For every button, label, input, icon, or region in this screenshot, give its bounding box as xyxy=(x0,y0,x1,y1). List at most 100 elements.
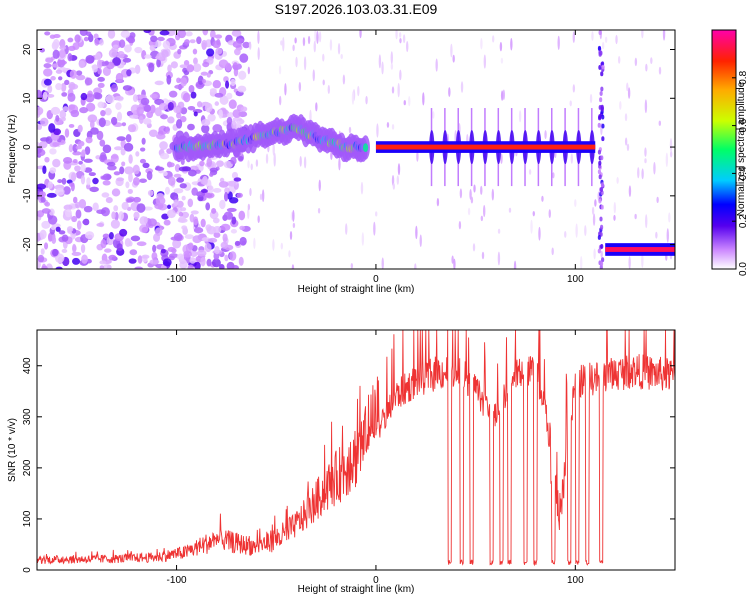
spectral-noise-blob xyxy=(39,229,47,240)
spectral-noise-blob xyxy=(214,246,220,255)
spectral-noise-blob xyxy=(140,97,150,106)
spectral-noise-blob xyxy=(193,216,199,226)
spectral-noise-blob xyxy=(45,57,54,63)
spectral-noise-blob xyxy=(238,256,244,266)
spectral-streak xyxy=(591,31,594,41)
spectral-noise-blob xyxy=(200,188,208,193)
spectral-noise-blob xyxy=(41,208,51,214)
spectral-streak xyxy=(397,82,400,98)
spectral-streak xyxy=(272,239,275,251)
spectral-noise-blob xyxy=(63,204,73,211)
spectral-noise-blob xyxy=(80,92,88,101)
spectral-noise-blob xyxy=(141,137,146,145)
spectral-noise-blob xyxy=(96,130,104,141)
spectral-noise-blob xyxy=(116,243,123,252)
spectral-streak xyxy=(373,221,376,236)
spectral-noise-blob xyxy=(180,77,188,87)
spectral-noise-blob xyxy=(167,176,176,186)
spectral-noise-blob xyxy=(59,110,67,119)
spectral-streak xyxy=(619,100,622,110)
spectral-noise-blob xyxy=(82,219,90,225)
spectral-noise-blob xyxy=(88,33,94,43)
spectral-noise-blob xyxy=(50,106,61,115)
spectral-streak xyxy=(342,74,346,85)
transition-streak xyxy=(599,97,603,103)
spectral-noise-blob xyxy=(125,181,130,189)
spectral-streak xyxy=(628,256,631,269)
spectral-noise-blob xyxy=(155,196,166,206)
spectral-streak xyxy=(315,102,318,112)
spectral-streak xyxy=(381,257,384,269)
spectral-noise-blob xyxy=(102,144,112,154)
colorbar: 0.0 0.2 0.4 0.6 0.8 Normalized spectral ampl… xyxy=(711,29,749,276)
spectral-streak xyxy=(627,87,631,99)
spectral-noise-blob xyxy=(136,241,147,247)
spectral-noise-blob xyxy=(120,148,126,156)
spectral-noise-blob xyxy=(192,48,198,55)
spectral-noise-blob xyxy=(166,148,173,154)
spectral-noise-blob xyxy=(211,208,217,214)
spectral-streak xyxy=(645,214,648,229)
spectral-noise-blob xyxy=(102,180,111,186)
spectral-streak xyxy=(551,247,554,256)
spectral-noise-blob xyxy=(226,92,233,100)
spectral-noise-blob xyxy=(46,93,55,98)
spectral-noise-blob xyxy=(139,147,146,152)
spectral-noise-blob xyxy=(83,167,93,173)
spectral-noise-blob xyxy=(52,142,60,147)
spectral-noise-blob xyxy=(205,202,211,211)
spectrogram-y-tick-label: 10 xyxy=(22,92,33,104)
spectral-noise-blob xyxy=(70,172,77,182)
spectral-noise-blob xyxy=(239,53,249,63)
spectral-noise-blob xyxy=(179,183,187,189)
spectral-noise-blob xyxy=(68,81,76,91)
spectral-noise-blob xyxy=(237,85,247,93)
spectral-streak xyxy=(600,250,603,258)
spectral-noise-blob xyxy=(108,49,118,58)
spectral-noise-blob xyxy=(75,201,81,209)
spectral-noise-blob xyxy=(193,227,204,234)
spectral-noise-blob xyxy=(183,59,190,66)
spectral-streak xyxy=(414,263,417,269)
spectral-streak xyxy=(483,54,487,69)
spectral-noise-blob xyxy=(83,158,93,163)
spectral-streak xyxy=(655,231,658,239)
spectral-noise-blob xyxy=(187,264,194,269)
spectral-noise-blob xyxy=(201,119,211,127)
spectral-noise-blob xyxy=(173,188,184,194)
spectral-noise-blob xyxy=(190,91,197,99)
spectral-streak xyxy=(626,143,630,152)
spectral-streak xyxy=(644,99,648,114)
spectral-noise-blob xyxy=(219,199,226,210)
spectral-noise-blob xyxy=(47,84,53,94)
spectral-streak xyxy=(392,183,396,190)
spectral-noise-blob xyxy=(149,93,158,99)
spectral-streak xyxy=(575,223,578,238)
spectral-noise-blob xyxy=(52,49,60,59)
spectral-streak xyxy=(669,138,673,153)
spectral-noise-blob xyxy=(180,107,188,115)
spectral-noise-blob xyxy=(71,215,78,223)
spectral-noise-blob xyxy=(119,228,128,237)
spectral-noise-blob xyxy=(175,119,183,129)
spectral-noise-blob xyxy=(134,46,143,54)
spectral-noise-blob xyxy=(94,38,100,46)
spectral-noise-blob xyxy=(54,253,65,263)
spectral-streak xyxy=(451,255,454,264)
spectral-noise-blob xyxy=(163,219,171,226)
spectral-streak xyxy=(292,44,295,52)
spectral-streak xyxy=(548,209,551,219)
spectral-noise-blob xyxy=(47,181,54,189)
spectral-streak xyxy=(289,230,293,240)
spectral-noise-blob xyxy=(143,104,152,113)
spectral-noise-blob xyxy=(204,242,212,253)
spectral-noise-blob xyxy=(230,78,236,87)
spectral-noise-blob xyxy=(232,109,242,118)
spectral-noise-blob xyxy=(184,39,190,45)
spectral-noise-blob xyxy=(41,220,51,229)
spectral-streak xyxy=(295,56,298,68)
spectral-streak xyxy=(406,40,409,53)
spectral-noise-blob xyxy=(230,156,237,165)
spectral-noise-blob xyxy=(132,177,140,186)
spectral-streak xyxy=(402,34,406,44)
